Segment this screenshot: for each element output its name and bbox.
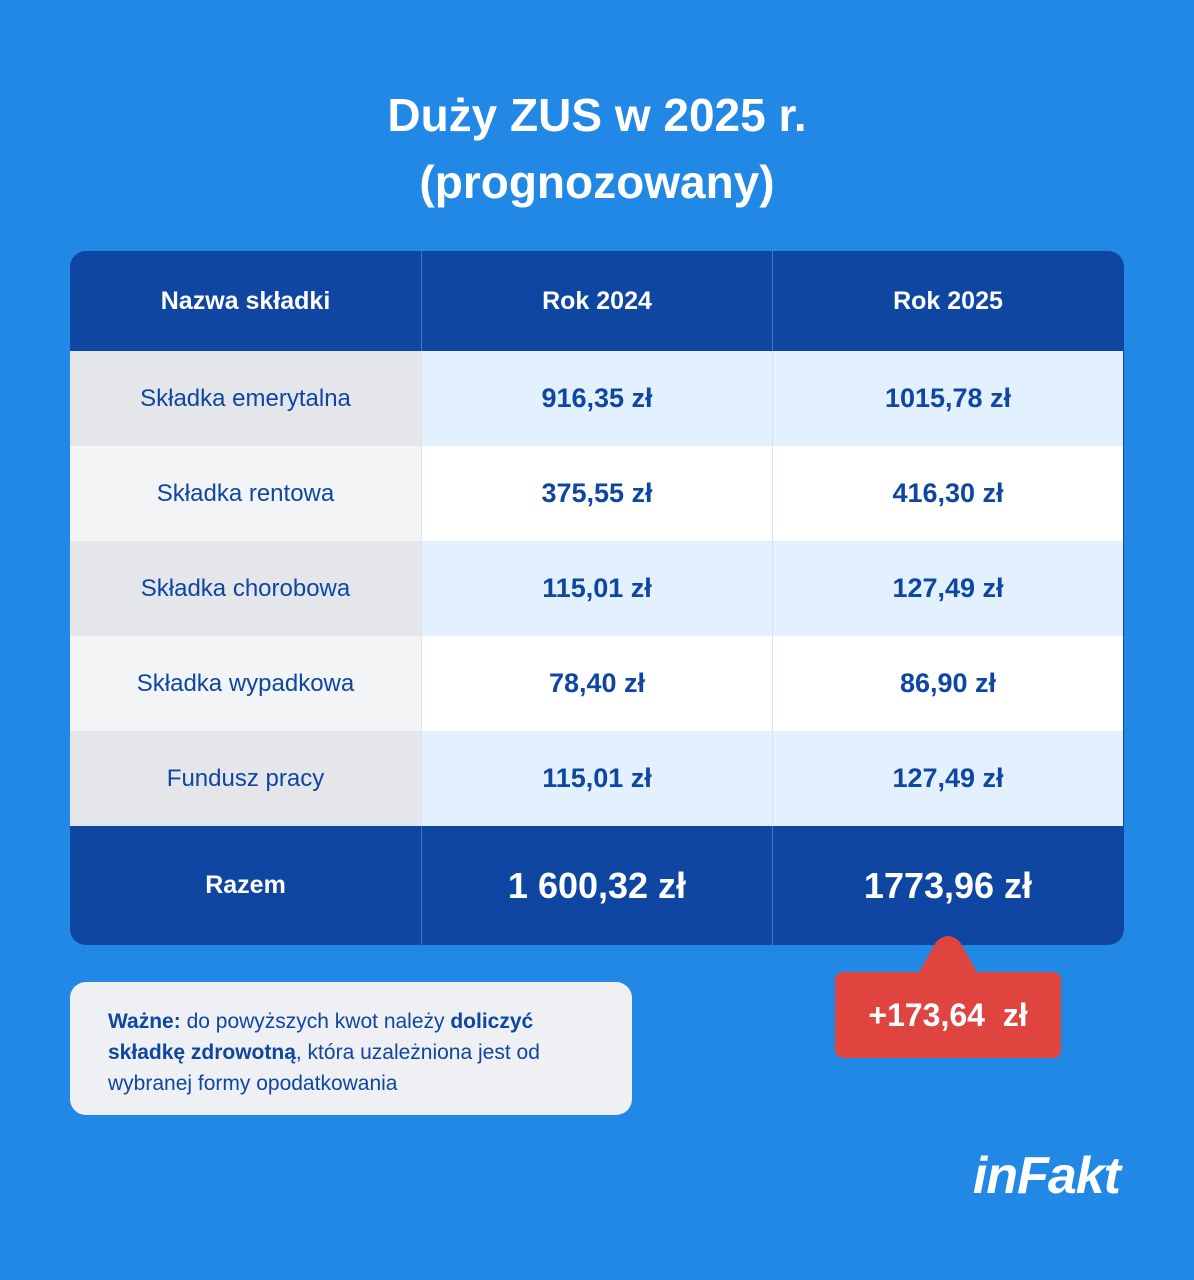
amount-cell: 78,40 zł (421, 636, 772, 731)
table-row: Składka chorobowa 115,01 zł 127,49 zł (70, 541, 1124, 636)
title-line: Duży ZUS w 2025 r. (387, 89, 807, 141)
amount-cell: 115,01 zł (421, 731, 772, 826)
title-line: (prognozowany) (419, 156, 775, 208)
note-text: doliczyć składkę zdrowotną (108, 1010, 534, 1064)
header-row: Nazwa składki Rok 2024 Rok 2025 (70, 251, 1124, 351)
column-header: Rok 2025 (772, 251, 1123, 351)
table-row: Składka wypadkowa 78,40 zł 86,90 zł (70, 636, 1124, 731)
column-header: Rok 2024 (421, 251, 772, 351)
name-cell: Składka chorobowa (70, 541, 421, 636)
name-cell: Składka wypadkowa (70, 636, 421, 731)
total-row: Razem 1 600,32 zł 1773,96 zł (70, 826, 1124, 945)
amount-cell: 127,49 zł (772, 541, 1123, 636)
difference-badge: +173,64 zł (835, 972, 1061, 1058)
amount-cell: 86,90 zł (772, 636, 1123, 731)
total-amount: 1 600,32 zł (421, 826, 772, 945)
badge-arrow (918, 936, 978, 974)
column-header: Nazwa składki (160, 286, 331, 315)
note-text: Ważne: (108, 1010, 181, 1033)
amount-cell: 416,30 zł (772, 446, 1123, 541)
name-cell: Fundusz pracy (70, 731, 421, 826)
note-text: , która uzależniona jest od wybranej for… (108, 1041, 540, 1095)
total-amount: 1773,96 zł (772, 826, 1123, 945)
table-row: Składka emerytalna 916,35 zł 1015,78 zł (70, 351, 1124, 446)
table-row: Składka rentowa 375,55 zł 416,30 zł (70, 446, 1124, 541)
logo: inFakt (972, 1147, 1121, 1205)
amount-cell: 916,35 zł (421, 351, 772, 446)
table-body: Składka emerytalna 916,35 zł 1015,78 zł Skł… (70, 351, 1124, 826)
amount-cell: 375,55 zł (421, 446, 772, 541)
table: Nazwa składki Rok 2024 Rok 2025 Składka eme… (70, 251, 1124, 945)
amount-cell: 1015,78 zł (772, 351, 1123, 446)
table-row: Fundusz pracy 115,01 zł 127,49 zł (70, 731, 1124, 826)
name-cell: Składka emerytalna (70, 351, 421, 446)
note-text: do powyższych kwot należy (180, 1010, 451, 1033)
name-cell: Składka rentowa (70, 446, 421, 541)
note: Ważne: do powyższych kwot należy doliczy… (70, 982, 632, 1115)
amount-cell: 127,49 zł (772, 731, 1123, 826)
amount-cell: 115,01 zł (421, 541, 772, 636)
total-label: Razem (205, 871, 286, 899)
